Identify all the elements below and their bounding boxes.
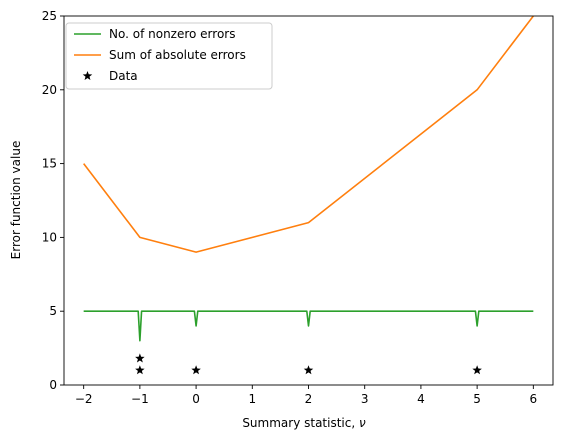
legend-label-data: Data [109, 69, 138, 83]
legend-label-absolute-errors: Sum of absolute errors [109, 48, 246, 62]
y-axis-label: Error function value [9, 141, 23, 260]
legend: No. of nonzero errors Sum of absolute er… [65, 22, 273, 90]
x-tick-label: 4 [417, 392, 425, 406]
x-tick-label: −2 [75, 392, 93, 406]
data-point [472, 365, 482, 375]
y-tick-label: 25 [42, 9, 57, 23]
data-point [135, 353, 145, 363]
legend-star-icon [82, 71, 93, 81]
legend-label-nonzero-errors: No. of nonzero errors [109, 27, 235, 41]
plot-area [83, 16, 534, 342]
data-point [303, 365, 314, 375]
x-tick-label: −1 [131, 392, 149, 406]
series-line-1 [83, 16, 534, 253]
y-tick-label: 15 [42, 157, 57, 171]
x-tick-label: 1 [248, 392, 256, 406]
y-tick-label: 20 [42, 83, 57, 97]
x-tick-label: 2 [305, 392, 313, 406]
data-point [191, 365, 201, 375]
x-tick-label: 6 [530, 392, 538, 406]
legend-marker-data [82, 71, 93, 81]
x-tick-label: 0 [192, 392, 200, 406]
x-tick-label: 5 [473, 392, 481, 406]
x-tick-label: 3 [361, 392, 369, 406]
legend-box [65, 22, 273, 90]
y-tick-label: 5 [49, 304, 57, 318]
x-axis-label-symbol: ν [359, 416, 366, 430]
data-point [135, 365, 145, 375]
axes: −2 −1 0 1 2 3 4 5 6 0 5 10 15 20 25 [42, 9, 554, 406]
y-tick-label: 10 [42, 230, 57, 244]
series-line-0 [83, 310, 534, 342]
x-axis-label: Summary statistic, ν [242, 416, 366, 430]
y-tick-label: 0 [49, 378, 57, 392]
